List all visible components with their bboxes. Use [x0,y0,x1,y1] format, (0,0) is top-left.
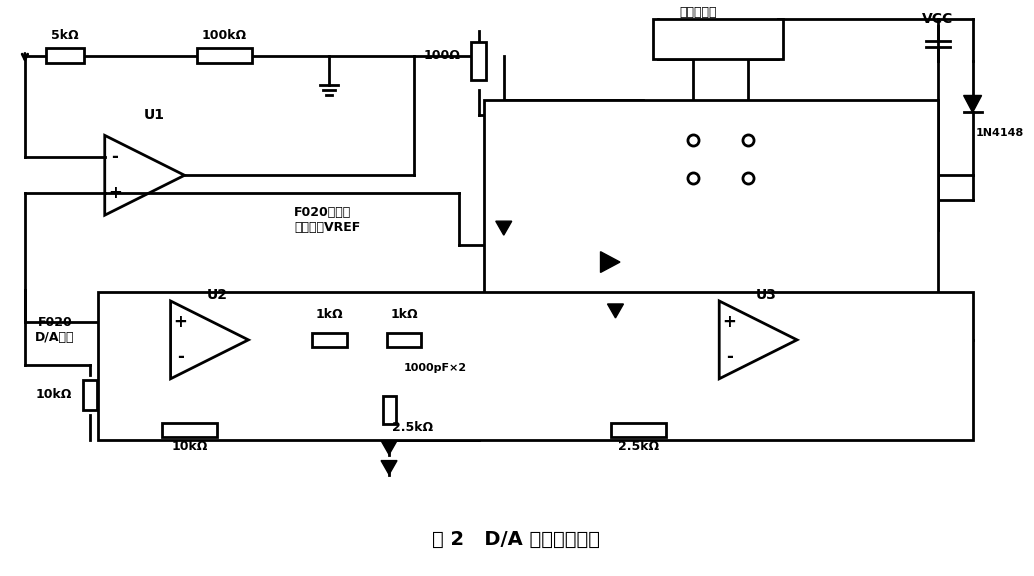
Text: 2.5kΩ: 2.5kΩ [392,421,433,434]
Bar [45,48,84,63]
Bar [574,225,713,300]
Text: -: - [177,348,184,366]
Bar [162,423,217,437]
Text: 1N4148: 1N4148 [976,128,1024,138]
Polygon shape [608,304,624,318]
Text: VCC: VCC [922,12,953,26]
Polygon shape [495,221,512,235]
Text: -: - [112,149,118,166]
Text: +: + [174,313,187,331]
Text: 10kΩ: 10kΩ [172,440,208,453]
Text: 9013: 9013 [756,194,791,207]
Text: 2.5kΩ: 2.5kΩ [618,440,659,453]
Bar [83,380,97,410]
Bar [504,228,574,262]
Bar [98,292,973,439]
Polygon shape [382,441,397,454]
Text: 伺服阀绕组: 伺服阀绕组 [679,6,717,19]
Bar [653,18,783,59]
Text: 图 2   D/A 转换通道电路: 图 2 D/A 转换通道电路 [432,530,600,549]
Bar [611,423,666,437]
Text: U3: U3 [756,288,777,302]
Text: 5kΩ: 5kΩ [51,29,79,42]
Text: F020
D/A输出: F020 D/A输出 [35,316,74,344]
Polygon shape [964,96,981,112]
Text: 1kΩ: 1kΩ [390,308,418,321]
Text: 100Ω: 100Ω [424,49,461,62]
Bar [311,333,346,347]
Bar [824,112,908,200]
Text: U2: U2 [207,288,227,302]
Polygon shape [382,461,397,475]
Bar [387,333,422,347]
Text: 1kΩ: 1kΩ [315,308,343,321]
Text: V/I: V/I [559,149,588,167]
Text: F020的内部
基准电压VREF: F020的内部 基准电压VREF [295,206,361,234]
Text: J: J [862,147,870,166]
Bar [484,100,938,300]
Text: 10kΩ: 10kΩ [35,388,71,401]
Bar [383,396,396,424]
Polygon shape [601,252,620,272]
Bar [472,41,486,79]
Text: +: + [108,184,122,202]
Text: 1000pF×2: 1000pF×2 [404,363,467,373]
Text: U1: U1 [144,108,165,123]
Text: -: - [726,348,733,366]
Bar [197,48,252,63]
Bar [504,100,643,215]
Text: 100kΩ: 100kΩ [202,29,247,42]
Text: +: + [723,313,736,331]
Text: Port1: Port1 [519,238,558,252]
